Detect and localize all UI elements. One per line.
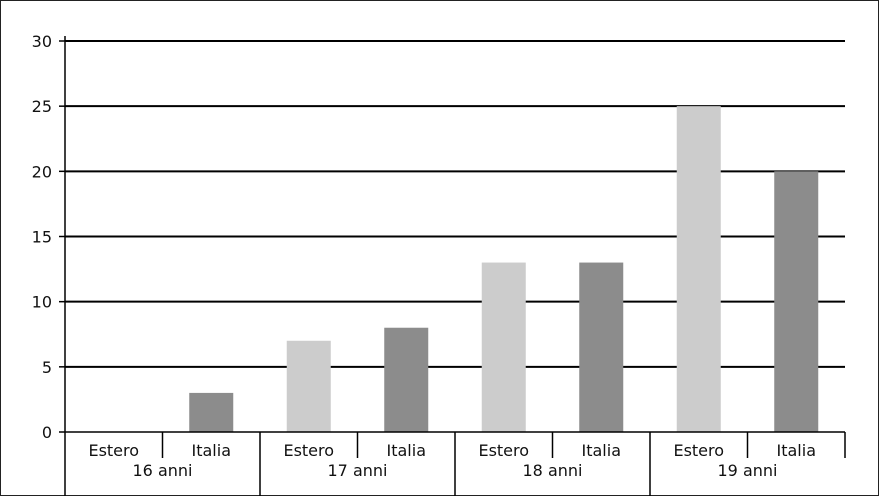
axes — [59, 36, 846, 496]
y-tick-label: 0 — [42, 423, 52, 442]
y-tick-label: 10 — [32, 293, 52, 312]
y-tick-label: 30 — [32, 32, 52, 51]
bar-estero-2 — [286, 340, 331, 432]
x-subcategory-label: Estero — [478, 441, 529, 460]
x-subcategory-label: Italia — [192, 441, 232, 460]
x-subcategory-label: Estero — [673, 441, 724, 460]
bar-estero-3 — [481, 262, 526, 432]
y-tick-label: 5 — [42, 358, 52, 377]
x-subcategory-label: Estero — [283, 441, 334, 460]
y-tick-label: 20 — [32, 162, 52, 181]
x-subcategory-label: Italia — [387, 441, 427, 460]
x-subcategory-label: Italia — [582, 441, 622, 460]
y-tick-label: 15 — [32, 228, 52, 247]
x-group-label: 19 anni — [718, 461, 778, 480]
x-subcategory-label: Estero — [88, 441, 139, 460]
x-group-label: 17 anni — [328, 461, 388, 480]
bar-italia-3 — [579, 262, 624, 432]
bars — [189, 106, 819, 433]
x-subcategory-label: Italia — [777, 441, 817, 460]
x-group-label: 18 anni — [523, 461, 583, 480]
bar-italia-2 — [384, 327, 429, 432]
bar-italia-4 — [774, 171, 819, 433]
bar-italia-1 — [189, 392, 234, 432]
y-tick-label: 25 — [32, 97, 52, 116]
bar-estero-4 — [676, 106, 721, 433]
x-group-label: 16 anni — [133, 461, 193, 480]
